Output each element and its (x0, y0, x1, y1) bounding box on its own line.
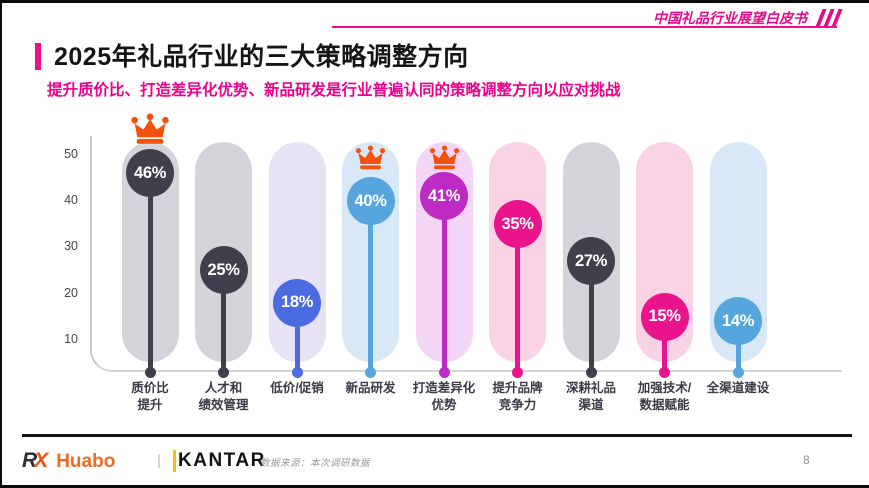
lollipop-stem (735, 321, 741, 372)
title-accent-bar (35, 43, 41, 70)
baseline-dot (291, 366, 303, 378)
y-tick-label: 30 (64, 239, 78, 254)
page-number: 8 (803, 453, 810, 467)
column-label: 低价/促销 (270, 381, 324, 395)
baseline-dot (585, 366, 597, 378)
column-label: 全渠道建设 (706, 381, 770, 395)
rx-logo-x: X (34, 449, 49, 472)
y-tick-label: 50 (64, 146, 78, 161)
column-label: 质价比 提升 (131, 381, 169, 412)
value-bubble: 41% (420, 172, 468, 221)
baseline-dot (512, 366, 523, 378)
lollipop-stem (662, 316, 667, 372)
baseline-dot (659, 366, 670, 378)
lollipop-stem (515, 224, 520, 372)
triple-slash-icon (815, 9, 843, 27)
page-title: 2025年礼品行业的三大策略调整方向 (54, 43, 469, 71)
rx-logo-r: R (22, 449, 38, 472)
value-bubble: 46% (126, 149, 174, 198)
crown-icon (429, 145, 460, 171)
watermark-title: 中国礼品行业展望白皮书 (653, 10, 807, 26)
column-label: 人才和 绩效管理 (198, 381, 249, 412)
footer-divider (22, 434, 852, 437)
baseline-dot (144, 366, 156, 378)
baseline-dot (438, 366, 450, 378)
y-tick-label: 20 (64, 285, 78, 300)
huabo-wordmark: Huabo (56, 451, 116, 472)
value-bubble: 35% (493, 200, 542, 249)
header-divider (332, 26, 837, 28)
lollipop-stem (221, 270, 226, 372)
value-bubble: 25% (199, 246, 248, 295)
column-label: 提升品牌 竞争力 (492, 381, 543, 412)
lollipop-stem (368, 201, 373, 372)
y-tick-label: 40 (64, 193, 78, 207)
lollipop-stem (294, 302, 300, 372)
y-tick-label: 10 (64, 331, 78, 346)
value-bubble: 40% (346, 177, 395, 225)
baseline-dot (732, 366, 744, 378)
crown-icon (355, 145, 386, 171)
axis-line (90, 136, 842, 372)
lollipop-stem (147, 173, 153, 372)
column-label: 加强技术/数据赋能 (637, 381, 692, 412)
logo-separator: | (157, 452, 161, 469)
lollipop-stem (588, 261, 594, 372)
column-label: 深耕礼品 渠道 (565, 381, 616, 412)
column-label: 新品研发 (345, 381, 396, 395)
value-bubble: 18% (273, 278, 321, 327)
baseline-dot (218, 366, 229, 378)
data-source-note: 数据来源：本次调研数据 (260, 458, 371, 469)
baseline-dot (365, 366, 376, 378)
value-bubble: 15% (640, 292, 689, 341)
kantar-logo: KANTAR (173, 450, 266, 472)
crown-icon (130, 113, 170, 146)
value-bubble: 14% (714, 297, 762, 346)
column-label: 打造差异化 优势 (412, 381, 476, 412)
lollipop-stem (441, 196, 447, 372)
page-subtitle: 提升质价比、打造差异化优势、新品研发是行业普遍认同的策略调整方向以应对挑战 (47, 82, 621, 99)
value-bubble: 27% (567, 237, 615, 286)
